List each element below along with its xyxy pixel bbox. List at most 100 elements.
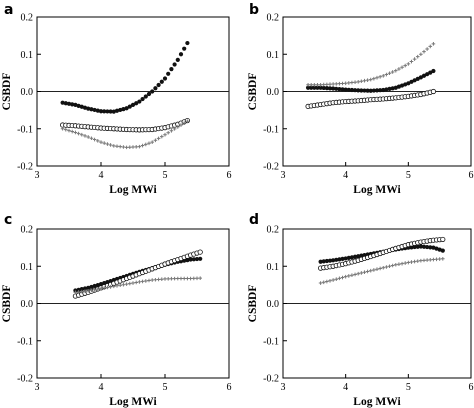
data-point-cross (359, 271, 364, 275)
data-point-filled (359, 88, 364, 93)
data-point-cross (372, 76, 376, 81)
data-point-filled (352, 88, 358, 93)
data-point-cross (362, 78, 367, 83)
data-point-cross (337, 276, 342, 281)
data-point-filled (150, 89, 155, 94)
data-point-cross (83, 134, 87, 138)
data-point-cross (99, 140, 103, 144)
data-point-cross (422, 258, 426, 263)
data-point-cross (340, 275, 345, 280)
data-point-filled (79, 287, 84, 292)
data-point-cross (76, 131, 81, 136)
data-point-cross (86, 135, 90, 139)
data-point-filled (156, 82, 161, 88)
data-point-cross (108, 285, 113, 289)
y-tick-label: 0.2 (267, 13, 280, 24)
data-point-cross (409, 59, 414, 64)
data-point-cross (179, 123, 183, 127)
data-point-filled (337, 86, 342, 92)
data-point-cross (415, 259, 420, 263)
data-point-cross (390, 263, 395, 268)
data-point-cross (115, 284, 119, 288)
data-point-cross (134, 145, 138, 149)
data-point-cross (166, 277, 170, 281)
data-point-filled (340, 87, 345, 92)
data-point-filled (337, 257, 342, 262)
data-point-filled (92, 107, 97, 113)
data-point-filled (166, 71, 171, 76)
data-point-filled (102, 281, 107, 286)
data-point-cross (406, 62, 411, 66)
data-point-cross (89, 288, 94, 293)
data-point-filled (89, 284, 94, 290)
data-point-filled (324, 86, 329, 91)
data-point-filled (79, 104, 84, 109)
data-point-cross (428, 258, 433, 262)
data-point-filled (312, 85, 317, 90)
data-point-cross (172, 127, 177, 131)
data-point-cross (163, 132, 167, 137)
data-point-filled (415, 244, 420, 249)
data-point-cross (347, 274, 351, 278)
series-cross (60, 119, 190, 150)
data-point-open (440, 236, 446, 243)
data-point-filled (159, 79, 164, 84)
data-point-cross (328, 278, 332, 283)
data-point-filled (305, 85, 311, 90)
data-point-cross (153, 138, 158, 143)
data-point-cross (431, 42, 436, 46)
data-point-filled (387, 86, 392, 91)
data-point-cross (115, 144, 119, 149)
data-point-cross (415, 54, 420, 59)
data-point-filled (359, 253, 364, 258)
data-point-filled (321, 259, 326, 264)
data-point-cross (394, 68, 398, 73)
y-tick-label: 0.2 (21, 13, 34, 24)
data-point-cross (362, 270, 367, 275)
y-tick-label: -0.2 (263, 374, 279, 385)
data-point-filled (384, 87, 389, 92)
y-tick-label: -0.1 (263, 336, 279, 347)
data-point-cross (325, 279, 329, 284)
data-point-cross (419, 52, 423, 57)
data-point-cross (431, 257, 436, 262)
data-point-filled (130, 102, 136, 108)
data-point-filled (349, 87, 355, 93)
data-point-filled (137, 99, 142, 104)
data-point-cross (350, 80, 354, 85)
data-point-cross (403, 63, 407, 68)
x-tick-label: 6 (227, 170, 232, 181)
data-point-cross (131, 281, 135, 285)
data-point-filled (327, 86, 333, 91)
panel-letter: c (4, 212, 12, 228)
data-point-filled (327, 258, 333, 263)
data-point-cross (425, 258, 429, 262)
data-point-cross (169, 128, 174, 133)
data-point-cross (92, 137, 97, 142)
data-point-cross (64, 127, 68, 132)
data-point-cross (169, 276, 174, 281)
data-point-filled (108, 109, 113, 114)
data-point-cross (67, 128, 71, 133)
data-point-cross (343, 274, 348, 279)
data-point-cross (334, 82, 339, 86)
data-point-filled (82, 286, 88, 291)
panel-b: b 3 4 5 6 -0.2 -0.1 0.0 0.1 0.2 Log MWi CSBDF (247, 2, 474, 196)
data-point-filled (315, 85, 320, 90)
data-point-filled (324, 258, 329, 264)
data-point-filled (415, 76, 420, 81)
data-point-cross (334, 277, 339, 281)
data-point-cross (381, 265, 386, 270)
data-point-filled (340, 256, 345, 261)
data-point-cross (378, 266, 382, 271)
data-point-cross (92, 287, 97, 292)
y-tick-label: 0.0 (21, 87, 34, 98)
y-tick-label: -0.2 (17, 374, 33, 385)
x-tick-label: 4 (343, 170, 348, 181)
data-point-cross (156, 277, 161, 282)
data-point-cross (347, 81, 351, 85)
x-tick-label: 3 (281, 170, 286, 181)
x-tick-label: 4 (99, 170, 104, 181)
data-point-filled (86, 106, 91, 111)
